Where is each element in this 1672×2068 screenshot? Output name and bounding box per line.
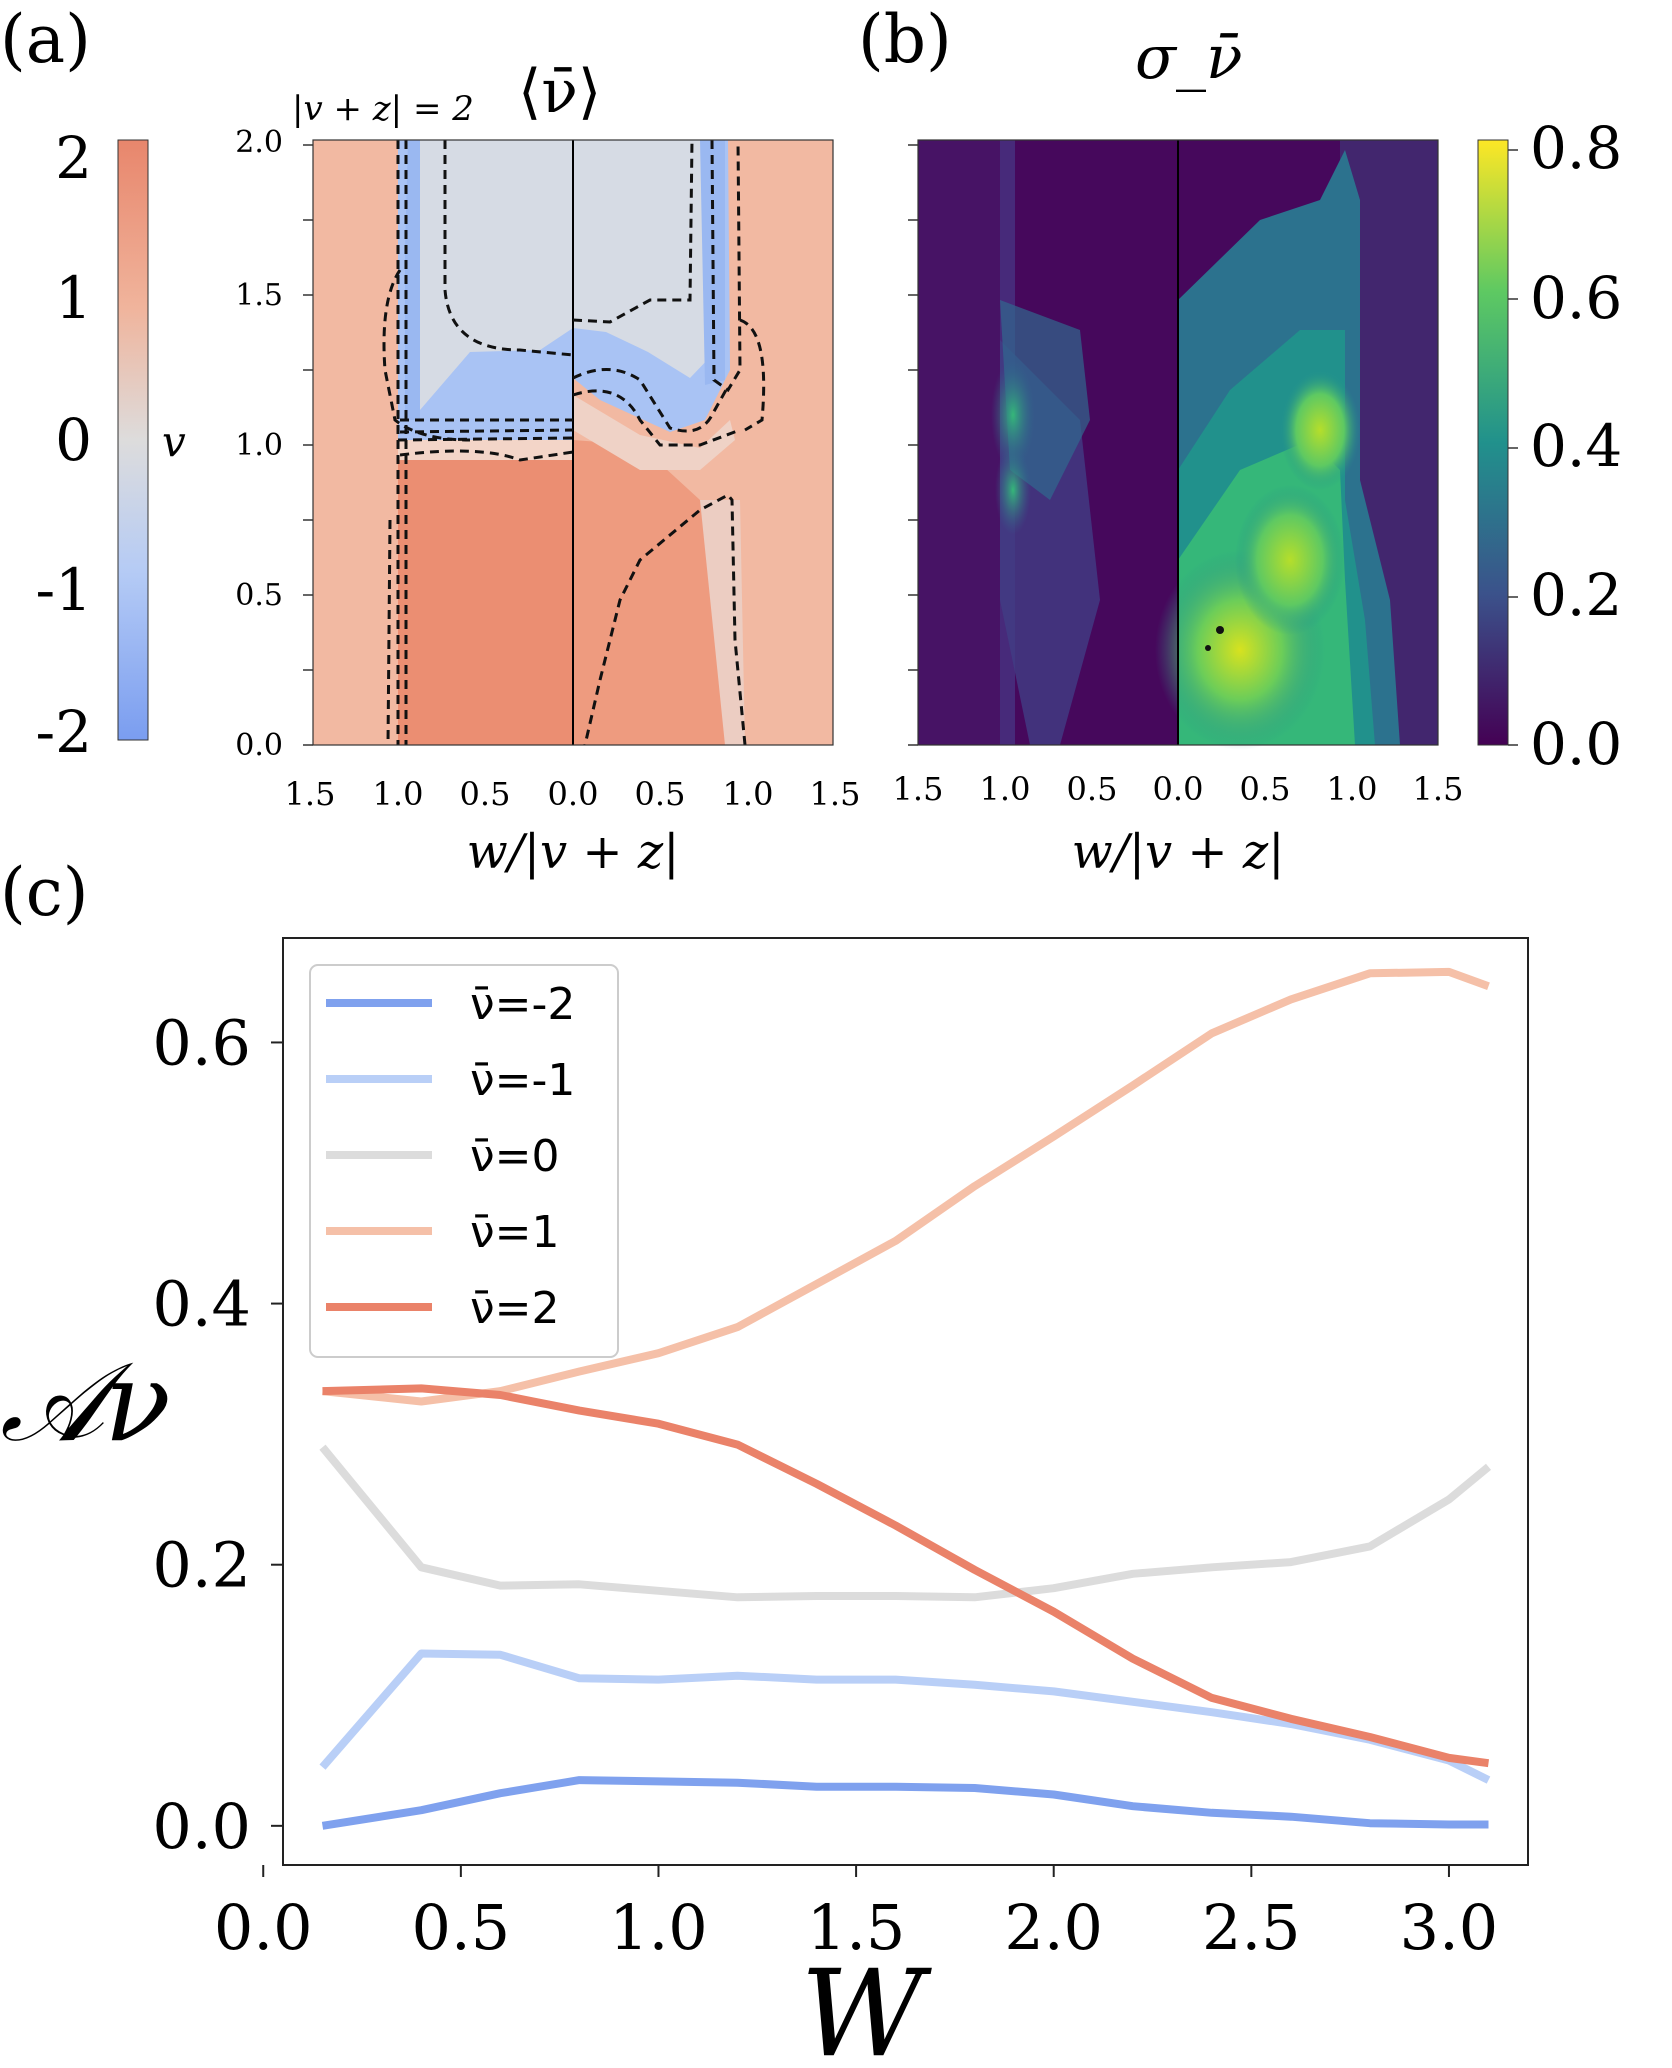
x-tick-label: 1.5 xyxy=(810,775,861,813)
x-tick-label: 1.0 xyxy=(373,775,424,813)
panel-c: 0.00.20.40.6 0.0 0.5 1.0 1.5 2.0 2.5 3.0 𝒜ν W … xyxy=(0,937,1529,2068)
panel-a-yticks: 0.0 0.5 1.0 1.5 2.0 xyxy=(235,125,283,763)
contours-a xyxy=(382,139,766,746)
legend-label: ν̄=2 xyxy=(470,1283,559,1334)
legend-label: ν̄=-1 xyxy=(470,1055,575,1106)
colorbar-b-ticks: 0.8 0.6 0.4 0.2 0.0 xyxy=(1530,114,1622,778)
x-tick-label: 1.0 xyxy=(1327,770,1378,808)
series-line xyxy=(322,967,1490,1406)
colorbar-a-label: v xyxy=(162,417,186,466)
panel-label-b: (b) xyxy=(858,1,952,78)
legend-label: ν̄=0 xyxy=(470,1131,559,1182)
series-lines-c xyxy=(319,967,1492,1830)
y-tick-label: 1.0 xyxy=(235,428,283,463)
x-tick-label: 0.5 xyxy=(635,775,686,813)
y-tick-label: 2.0 xyxy=(235,125,283,160)
x-tick-label: 1.0 xyxy=(980,770,1031,808)
colorbar-b-tick: 0.8 xyxy=(1530,114,1622,182)
x-tick-label: 0.0 xyxy=(548,775,599,813)
colorbar-a xyxy=(117,139,149,741)
panel-b-xticks: 1.5 1.0 0.5 0.0 0.5 1.0 1.5 xyxy=(893,770,1464,808)
colorbar-a-tick: 1 xyxy=(55,264,92,332)
y-ticks-c: 0.0 0.2 0.4 0.6 xyxy=(152,1006,283,1863)
panel-label-a: (a) xyxy=(0,1,91,78)
y-tick-label: 0.0 xyxy=(152,1790,251,1863)
x-tick-label: 1.0 xyxy=(723,775,774,813)
series-line xyxy=(319,1444,1492,1602)
y-tick-label: 0.2 xyxy=(152,1529,251,1602)
x-tick-label: 2.0 xyxy=(1004,1891,1103,1964)
panel-a-title: ⟨ν̄⟩ xyxy=(518,57,601,127)
x-tick-label: 1.5 xyxy=(1413,770,1464,808)
x-tick-label: 0.0 xyxy=(1153,770,1204,808)
colorbar-b-tick: 0.4 xyxy=(1530,412,1622,480)
legend-label: ν̄=1 xyxy=(470,1207,559,1258)
x-tick-label: 3.0 xyxy=(1400,1891,1499,1964)
x-axis-label-c: W xyxy=(800,1945,932,2068)
x-tick-label: 1.5 xyxy=(807,1891,906,1964)
y-tick-label: 0.5 xyxy=(235,578,283,613)
x-tick-label: 0.5 xyxy=(1067,770,1118,808)
legend-box xyxy=(309,964,619,1358)
series-line xyxy=(321,1776,1489,1830)
plot-area-c xyxy=(282,937,1529,1866)
legend-label: ν̄=-2 xyxy=(470,979,575,1030)
x-tick-label: 1.5 xyxy=(893,770,944,808)
y-axis-label-c: 𝒜ν xyxy=(0,1338,171,1466)
x-tick-label: 0.5 xyxy=(412,1891,511,1964)
heatmap-a xyxy=(312,139,834,746)
panel-a-annotation: |v + z| = 2 xyxy=(292,89,474,129)
x-tick-label: 0.5 xyxy=(460,775,511,813)
x-tick-label: 1.5 xyxy=(285,775,336,813)
colorbar-a-tick: 0 xyxy=(55,406,92,474)
colorbar-b-tick: 0.6 xyxy=(1530,264,1622,332)
x-tick-label: 1.0 xyxy=(609,1891,708,1964)
heatmap-b xyxy=(917,139,1439,750)
y-tick-label: 0.6 xyxy=(152,1006,251,1079)
panel-b-xlabel: w/|v + z| xyxy=(1072,824,1285,880)
panel-a-xlabel: w/|v + z| xyxy=(467,824,680,880)
colorbar-b-tick: 0.0 xyxy=(1530,710,1622,778)
panel-a: 2 1 0 -1 -2 v xyxy=(36,57,861,880)
colorbar-a-tick: -1 xyxy=(36,556,93,624)
y-tick-label: 0.4 xyxy=(152,1268,251,1341)
legend-c: ν̄=-2 ν̄=-1 ν̄=0 ν̄=1 ν̄=2 xyxy=(309,964,619,1358)
panel-label-c: (c) xyxy=(0,854,88,931)
panel-b: σ_ν̄ xyxy=(893,23,1623,880)
colorbar-b-tick: 0.2 xyxy=(1530,561,1622,629)
colorbar-a-tick: 2 xyxy=(55,124,92,192)
y-tick-label: 1.5 xyxy=(235,278,283,313)
x-tick-label: 0.5 xyxy=(1240,770,1291,808)
series-line xyxy=(319,1649,1491,1784)
colorbar-a-tick: -2 xyxy=(36,698,93,766)
colorbar-a-ticks: 2 1 0 -1 -2 xyxy=(36,124,93,766)
colorbar-b xyxy=(1477,139,1509,746)
x-ticks-c: 0.0 0.5 1.0 1.5 2.0 2.5 3.0 xyxy=(214,1865,1498,1964)
x-tick-label: 0.0 xyxy=(214,1891,313,1964)
y-tick-label: 0.0 xyxy=(235,728,283,763)
x-tick-label: 2.5 xyxy=(1202,1891,1301,1964)
series-line xyxy=(322,1384,1490,1768)
panel-b-title: σ_ν̄ xyxy=(1135,23,1242,93)
panel-a-xticks: 1.5 1.0 0.5 0.0 0.5 1.0 1.5 xyxy=(285,775,861,813)
